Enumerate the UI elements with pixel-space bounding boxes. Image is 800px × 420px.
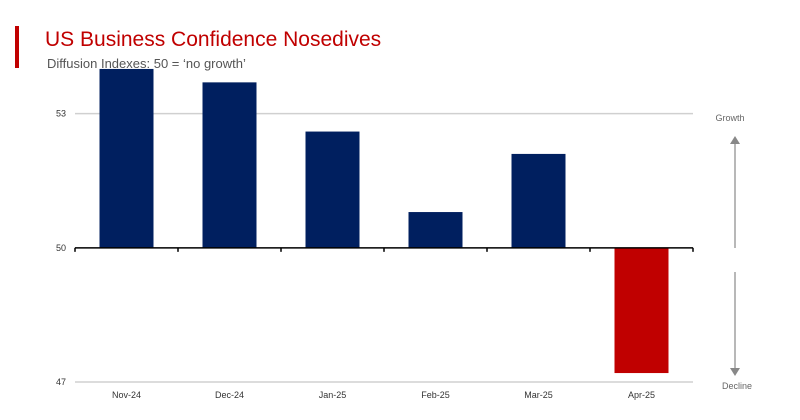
y-tick-label: 53 xyxy=(56,109,66,119)
bar-jan-25 xyxy=(305,131,360,248)
title-accent-bar xyxy=(15,26,19,68)
bar-feb-25 xyxy=(408,212,463,248)
bars xyxy=(99,68,669,374)
chart-title: US Business Confidence Nosedives xyxy=(45,28,382,51)
decline-label: Decline xyxy=(722,381,752,391)
growth-decline-indicator: Growth Decline xyxy=(715,113,752,391)
bar-mar-25 xyxy=(511,153,566,248)
x-axis xyxy=(74,247,694,252)
y-tick-label: 50 xyxy=(56,243,66,253)
x-tick-label: Dec-24 xyxy=(215,390,244,400)
x-tick-label: Feb-25 xyxy=(421,390,450,400)
arrow-down-icon xyxy=(730,368,740,376)
growth-label: Growth xyxy=(715,113,744,123)
x-tick-label: Mar-25 xyxy=(524,390,553,400)
x-tick-label: Apr-25 xyxy=(628,390,655,400)
x-tick-label: Nov-24 xyxy=(112,390,141,400)
bar-nov-24 xyxy=(99,68,154,248)
arrow-up-icon xyxy=(730,136,740,144)
axis-labels: 47 50 53 Nov-24 Dec-24 Jan-25 Feb-25 Mar-25 Apr-… xyxy=(56,109,655,400)
bar-apr-25 xyxy=(614,247,669,374)
bar-dec-24 xyxy=(202,82,257,248)
x-tick-label: Jan-25 xyxy=(319,390,347,400)
chart-subtitle: Diffusion Indexes: 50 = ‘no growth’ xyxy=(47,56,246,71)
gridlines xyxy=(75,112,693,383)
y-tick-label: 47 xyxy=(56,377,66,387)
